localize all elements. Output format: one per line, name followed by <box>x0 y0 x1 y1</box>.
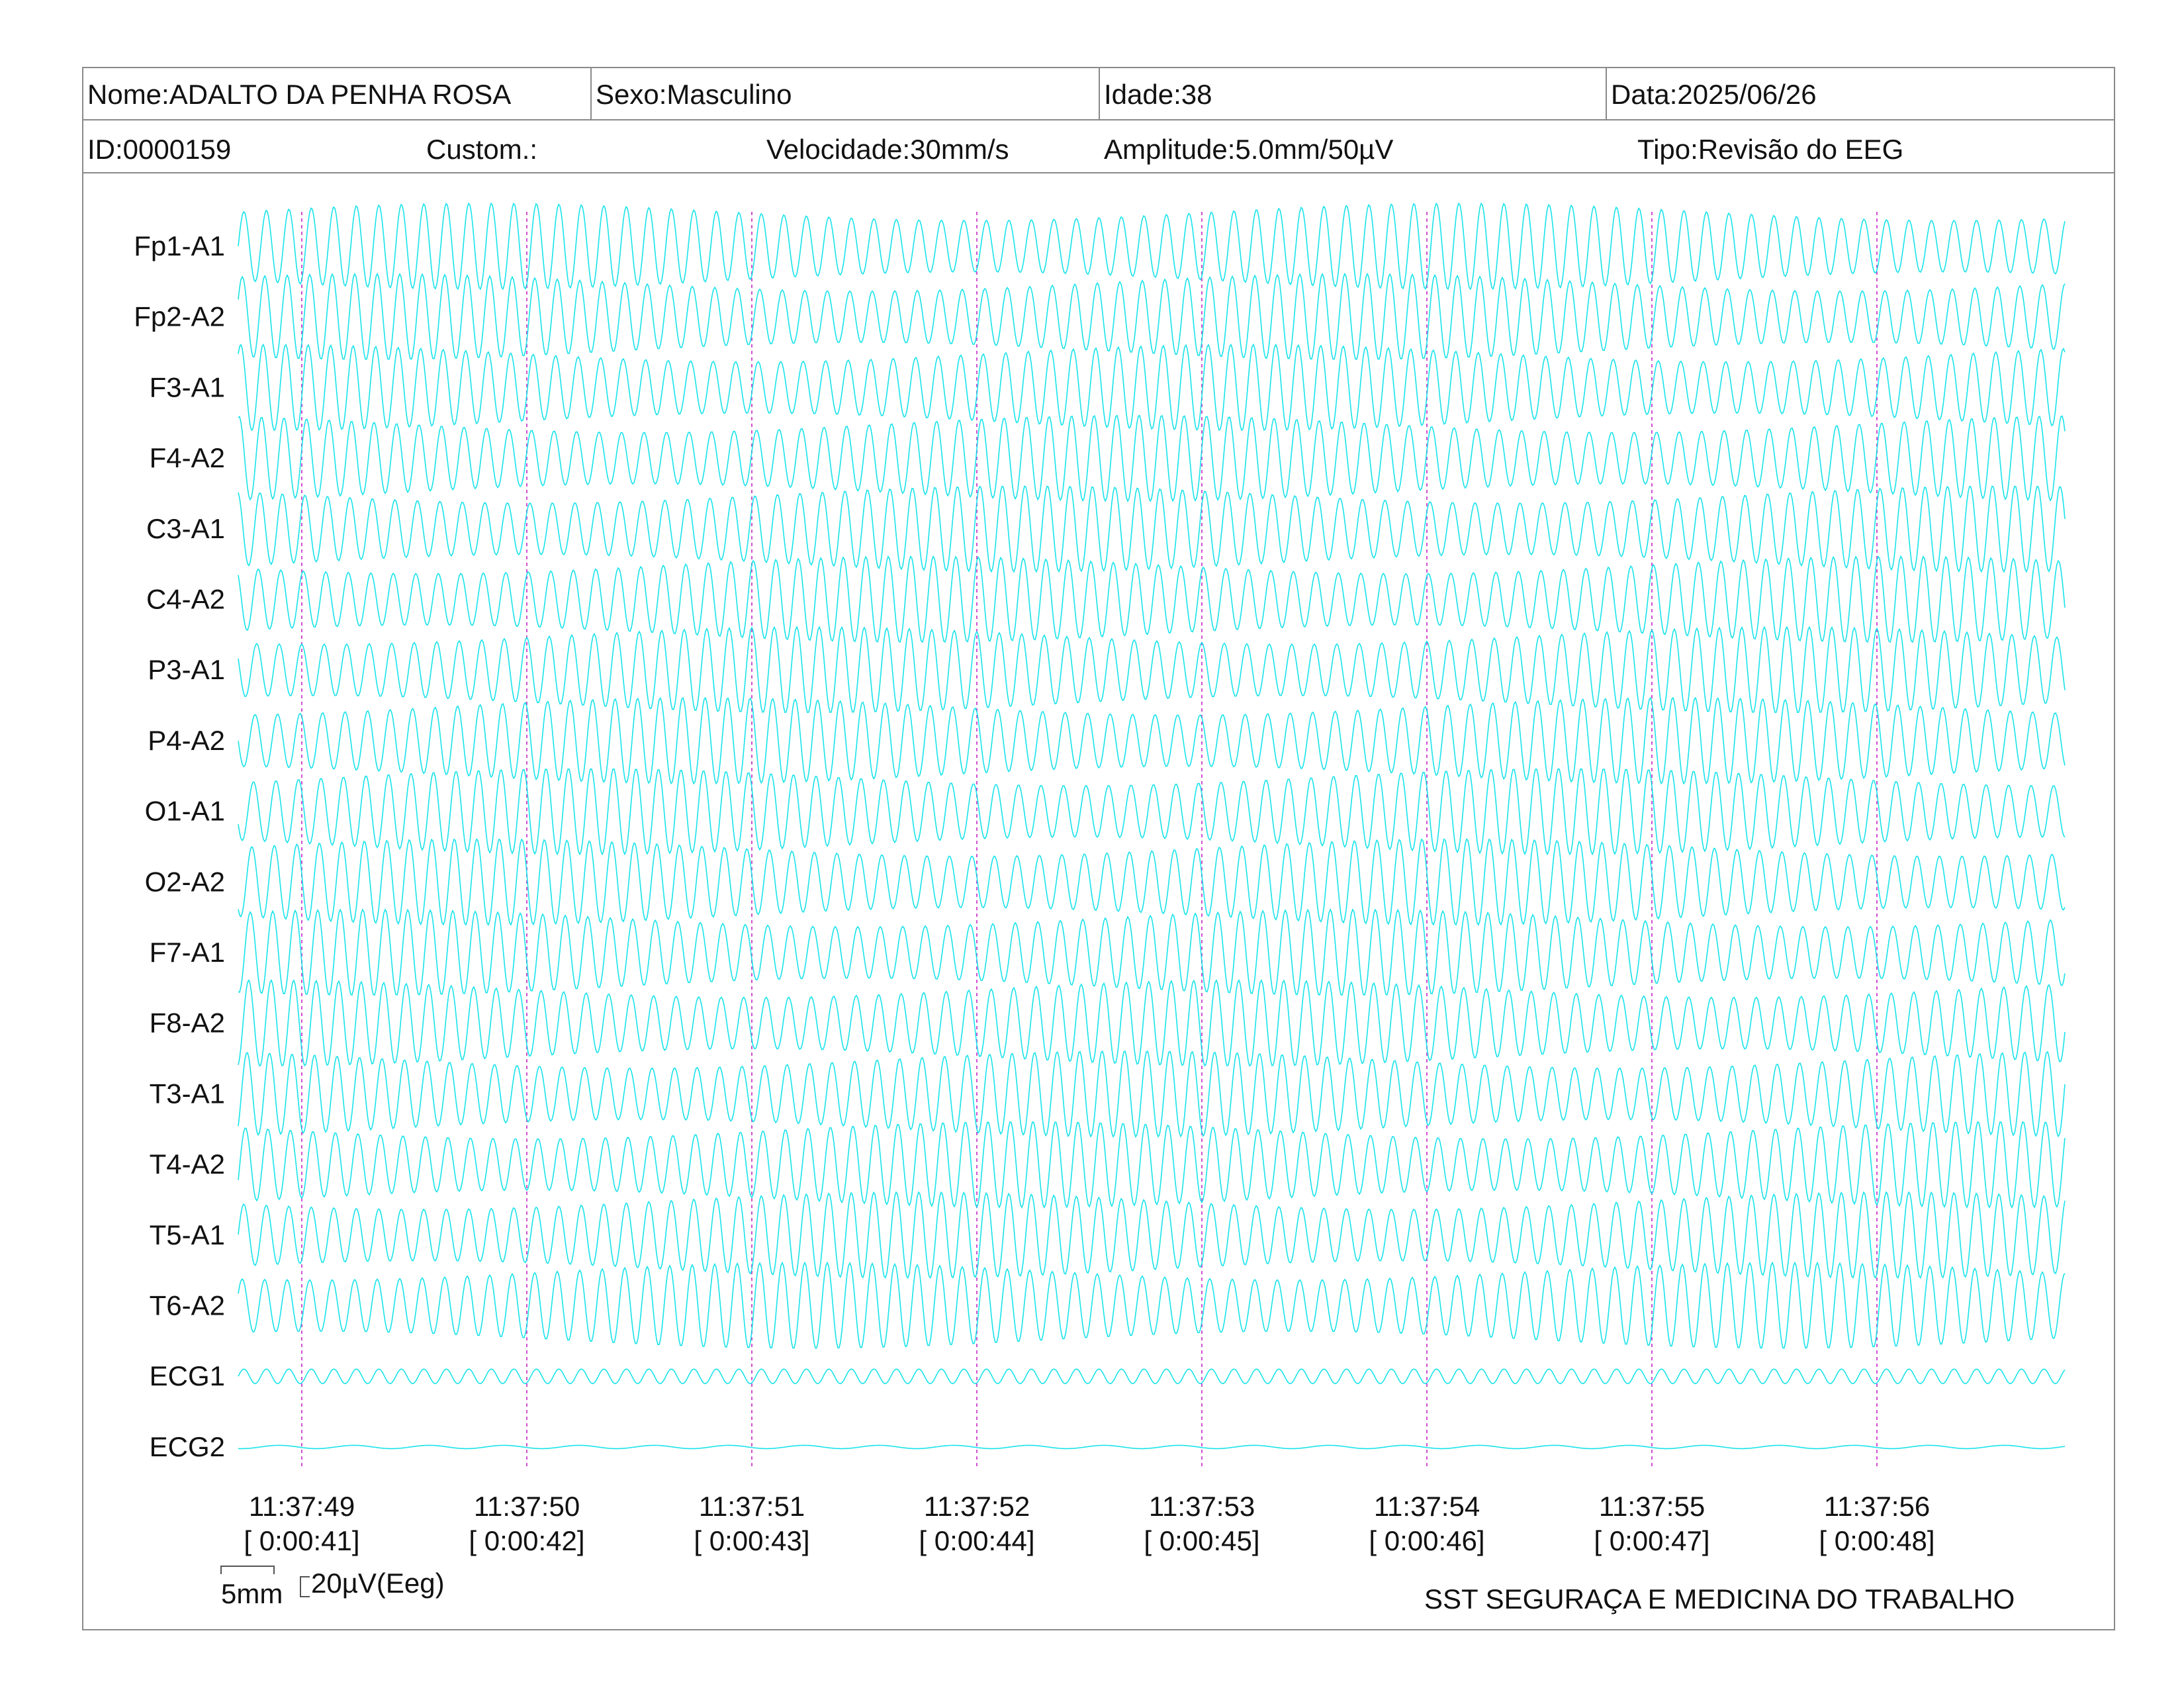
time-tick-label: 11:37:52 <box>924 1491 1030 1522</box>
time-tick-label: 11:37:54 <box>1374 1491 1480 1522</box>
channel-label-f7-a1: F7-A1 <box>150 937 225 968</box>
custom-field: Custom.: <box>426 134 538 165</box>
trace-p3-a1 <box>238 626 2066 714</box>
channel-label-fp1-a1: Fp1-A1 <box>134 230 225 261</box>
patient-sex: Sexo:Masculino <box>596 79 792 110</box>
trace-o2-a2 <box>238 838 2066 926</box>
trace-t5-a1 <box>238 1191 2066 1279</box>
patient-id: ID:0000159 <box>87 134 232 165</box>
channel-label-o1-a1: O1-A1 <box>145 796 225 827</box>
trace-f3-a1 <box>238 343 2066 432</box>
trace-ecg1 <box>238 1368 2066 1385</box>
header-divider <box>590 68 592 119</box>
speed-setting: Velocidade:30mm/s <box>766 134 1009 165</box>
channel-label-f4-a2: F4-A2 <box>150 442 225 473</box>
trace-fp2-a2 <box>238 272 2066 360</box>
time-scale-label: 5mm <box>221 1578 283 1609</box>
header-divider <box>1606 68 1607 119</box>
trace-p4-a2 <box>238 696 2066 785</box>
channel-label-fp2-a2: Fp2-A2 <box>134 301 225 332</box>
trace-c3-a1 <box>238 485 2066 573</box>
channel-label-t3-a1: T3-A1 <box>150 1078 225 1109</box>
time-tick-label: 11:37:55 <box>1599 1491 1705 1522</box>
channel-labels: Fp1-A1 Fp2-A2 F3-A1 F4-A2 C3-A1 C4-A2 P3-A1 P4-… <box>134 230 225 1462</box>
trace-t3-a1 <box>238 1050 2066 1139</box>
scale-bar-icon <box>220 1566 275 1574</box>
header-divider <box>1099 68 1100 119</box>
header-row-exam: ID:0000159 Custom.: Velocidade:30mm/s Am… <box>83 120 2114 173</box>
channel-label-t4-a2: T4-A2 <box>150 1149 225 1180</box>
channel-label-o2-a2: O2-A2 <box>145 866 225 897</box>
trace-c4-a2 <box>238 555 2066 643</box>
elapsed-tick-label: [ 0:00:48] <box>1819 1525 1934 1556</box>
patient-age: Idade:38 <box>1104 79 1212 110</box>
amplitude-setting: Amplitude:5.0mm/50µV <box>1104 134 1394 165</box>
time-tick-label: 11:37:56 <box>1824 1491 1930 1522</box>
time-tick-label: 11:37:51 <box>699 1491 805 1522</box>
trace-f8-a2 <box>238 978 2066 1067</box>
report-frame: Nome:ADALTO DA PENHA ROSA Sexo:Masculino… <box>82 67 2115 1630</box>
elapsed-tick-label: [ 0:00:46] <box>1369 1525 1484 1556</box>
elapsed-tick-label: [ 0:00:47] <box>1594 1525 1709 1556</box>
trace-ecg2 <box>238 1444 2066 1450</box>
time-tick-label: 11:37:50 <box>474 1491 580 1522</box>
channel-label-f3-a1: F3-A1 <box>150 371 225 402</box>
exam-date: Data:2025/06/26 <box>1611 79 1817 110</box>
trace-t6-a2 <box>238 1261 2066 1349</box>
exam-type: Tipo:Revisão do EEG <box>1637 134 1904 165</box>
channel-label-c3-a1: C3-A1 <box>146 513 225 544</box>
channel-label-t6-a2: T6-A2 <box>150 1290 225 1321</box>
institution-name: SST SEGURAÇA E MEDICINA DO TRABALHO <box>1424 1583 2015 1615</box>
trace-t4-a2 <box>238 1121 2066 1209</box>
elapsed-tick-label: [ 0:00:41] <box>244 1525 359 1556</box>
trace-o1-a1 <box>238 768 2066 856</box>
header-row-patient: Nome:ADALTO DA PENHA ROSA Sexo:Masculino… <box>83 68 2114 120</box>
time-tick-labels: 11:37:49[ 0:00:41] 11:37:50[ 0:00:42] 11:3… <box>244 1491 1934 1556</box>
eeg-traces <box>238 202 2066 1450</box>
elapsed-tick-label: [ 0:00:44] <box>919 1525 1034 1556</box>
patient-name: Nome:ADALTO DA PENHA ROSA <box>87 79 512 110</box>
trace-f7-a1 <box>238 908 2066 996</box>
trace-f4-a2 <box>238 414 2066 502</box>
channel-label-c4-a2: C4-A2 <box>146 584 225 615</box>
channel-label-p3-a1: P3-A1 <box>148 654 225 685</box>
elapsed-tick-label: [ 0:00:42] <box>469 1525 584 1556</box>
channel-label-f8-a2: F8-A2 <box>150 1008 225 1039</box>
channel-label-ecg2: ECG2 <box>150 1431 225 1462</box>
time-tick-label: 11:37:53 <box>1149 1491 1255 1522</box>
amplitude-scale-icon <box>300 1576 310 1597</box>
elapsed-tick-label: [ 0:00:45] <box>1144 1525 1259 1556</box>
elapsed-tick-label: [ 0:00:43] <box>694 1525 809 1556</box>
time-tick-label: 11:37:49 <box>249 1491 355 1522</box>
channel-label-p4-a2: P4-A2 <box>148 725 225 756</box>
amplitude-scale-label: 20µV(Eeg) <box>311 1568 445 1599</box>
channel-label-t5-a1: T5-A1 <box>150 1219 225 1250</box>
trace-fp1-a1 <box>238 202 2066 291</box>
channel-label-ecg1: ECG1 <box>150 1360 225 1391</box>
